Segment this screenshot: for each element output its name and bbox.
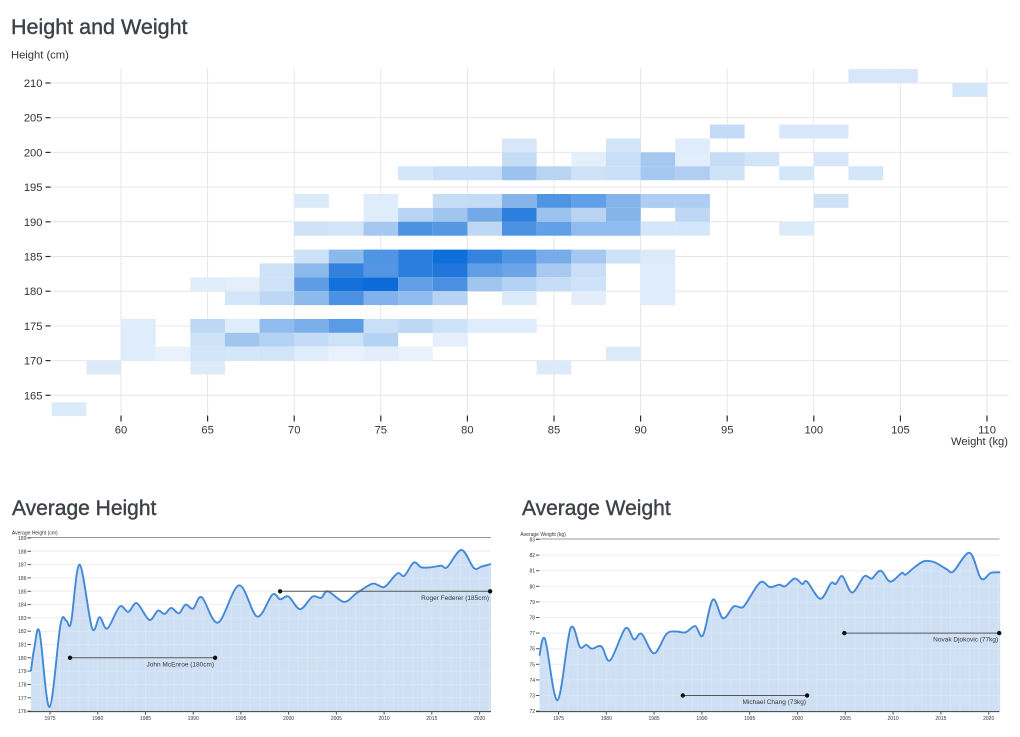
svg-text:Average Weight: Average Weight	[522, 497, 671, 520]
svg-text:185: 185	[24, 252, 43, 264]
svg-text:Weight (kg): Weight (kg)	[951, 436, 1008, 448]
svg-text:Height and Weight: Height and Weight	[11, 15, 188, 39]
svg-text:1975: 1975	[44, 716, 55, 722]
svg-text:165: 165	[24, 390, 43, 402]
svg-text:2020: 2020	[474, 716, 485, 722]
svg-text:110: 110	[978, 425, 996, 437]
svg-text:2000: 2000	[283, 716, 294, 722]
svg-text:210: 210	[24, 78, 43, 90]
svg-text:180: 180	[18, 656, 27, 662]
svg-text:2010: 2010	[379, 716, 390, 722]
svg-text:65: 65	[201, 425, 213, 437]
svg-text:200: 200	[24, 147, 43, 159]
svg-text:2015: 2015	[426, 716, 437, 722]
svg-text:185: 185	[18, 589, 27, 595]
svg-text:2010: 2010	[888, 716, 899, 722]
svg-text:76: 76	[529, 647, 535, 653]
svg-text:2005: 2005	[331, 716, 342, 722]
svg-text:1975: 1975	[553, 716, 564, 722]
svg-text:183: 183	[18, 616, 27, 622]
svg-text:72: 72	[529, 709, 535, 715]
svg-text:John McEnroe (180cm): John McEnroe (180cm)	[147, 661, 215, 668]
svg-text:95: 95	[721, 425, 733, 437]
svg-text:80: 80	[461, 425, 473, 437]
svg-text:182: 182	[18, 629, 27, 635]
svg-text:190: 190	[24, 217, 43, 229]
svg-text:77: 77	[529, 631, 535, 637]
svg-text:Average Height: Average Height	[12, 497, 157, 520]
svg-text:75: 75	[375, 425, 387, 437]
svg-text:1980: 1980	[92, 716, 103, 722]
svg-text:177: 177	[18, 696, 27, 702]
svg-text:Average Weight (kg): Average Weight (kg)	[520, 532, 566, 538]
svg-text:79: 79	[529, 600, 535, 606]
svg-text:85: 85	[548, 425, 560, 437]
svg-text:70: 70	[288, 425, 300, 437]
svg-text:1980: 1980	[601, 716, 612, 722]
svg-text:75: 75	[529, 662, 535, 668]
svg-text:100: 100	[804, 425, 823, 437]
svg-text:195: 195	[24, 182, 43, 194]
svg-text:175: 175	[24, 321, 43, 333]
svg-text:2005: 2005	[840, 716, 851, 722]
svg-text:181: 181	[18, 643, 27, 649]
svg-text:2000: 2000	[792, 716, 803, 722]
svg-text:1990: 1990	[696, 716, 707, 722]
svg-text:1985: 1985	[140, 716, 151, 722]
svg-text:73: 73	[529, 694, 535, 700]
svg-text:78: 78	[529, 616, 535, 622]
svg-text:Michael Chang (73kg): Michael Chang (73kg)	[743, 699, 807, 706]
svg-text:180: 180	[24, 286, 43, 298]
svg-text:Roger Federer (185cm): Roger Federer (185cm)	[421, 595, 489, 602]
svg-text:83: 83	[529, 538, 535, 544]
svg-text:187: 187	[18, 563, 27, 569]
svg-text:90: 90	[634, 425, 646, 437]
svg-text:Average Height (cm): Average Height (cm)	[12, 531, 58, 537]
svg-text:82: 82	[529, 553, 535, 559]
svg-text:60: 60	[115, 425, 127, 437]
svg-text:179: 179	[18, 669, 27, 675]
svg-text:186: 186	[18, 576, 27, 582]
svg-text:1995: 1995	[235, 716, 246, 722]
svg-text:1985: 1985	[649, 716, 660, 722]
svg-text:184: 184	[18, 603, 27, 609]
svg-text:Height (cm): Height (cm)	[11, 50, 69, 62]
svg-text:1990: 1990	[188, 716, 199, 722]
svg-text:170: 170	[24, 356, 43, 368]
svg-text:2015: 2015	[935, 716, 946, 722]
svg-text:178: 178	[18, 683, 27, 689]
svg-text:Novak Djokovic (77kg): Novak Djokovic (77kg)	[933, 637, 998, 644]
svg-text:105: 105	[891, 425, 910, 437]
svg-text:205: 205	[24, 113, 43, 125]
svg-text:81: 81	[529, 569, 535, 575]
svg-text:2020: 2020	[983, 716, 994, 722]
svg-text:74: 74	[529, 678, 535, 684]
svg-text:1995: 1995	[744, 716, 755, 722]
svg-text:176: 176	[18, 709, 27, 715]
svg-text:189: 189	[18, 536, 27, 542]
svg-text:188: 188	[18, 549, 27, 555]
svg-text:80: 80	[529, 584, 535, 590]
